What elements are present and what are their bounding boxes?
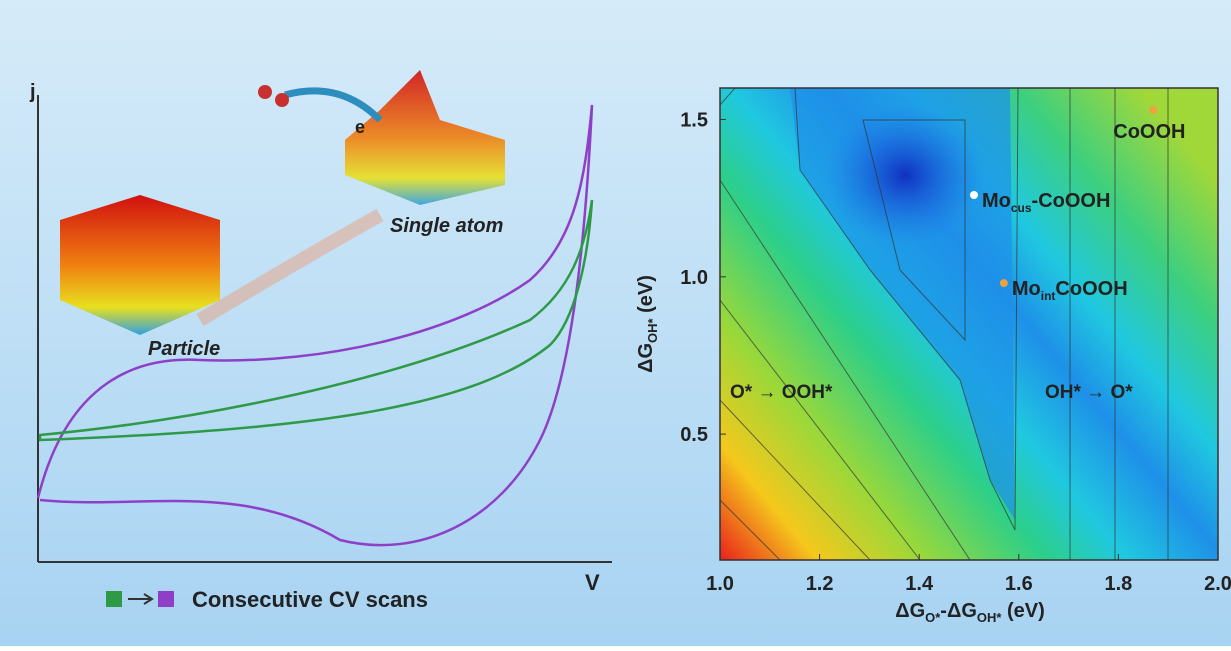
arrow — [284, 87, 383, 123]
x-tick-label: 1.2 — [806, 573, 834, 595]
x-tick-label: 1.8 — [1104, 573, 1132, 595]
legend-swatch — [158, 591, 174, 607]
label-main: CoOOH — [1113, 121, 1185, 143]
single-atom-label: Single atom — [390, 215, 503, 237]
legend-label: Consecutive CV scans — [192, 587, 428, 612]
contour-core — [825, 105, 985, 245]
x-tick-label: 1.0 — [706, 573, 734, 595]
atom — [258, 85, 272, 99]
particle-label: Particle — [148, 338, 220, 360]
y-tick-label: 1.5 — [680, 109, 708, 131]
point — [1149, 106, 1158, 115]
point-label: MointCoOOH — [1012, 278, 1128, 303]
point — [999, 279, 1008, 288]
legend-swatch — [106, 591, 122, 607]
x-tick-label: 1.6 — [1005, 573, 1033, 595]
x-tick-label: 2.0 — [1204, 573, 1231, 595]
label-sub: int — [1041, 289, 1056, 303]
label-main: Mo — [1012, 278, 1041, 300]
label-sub: cus — [1011, 201, 1032, 215]
y-label: j — [29, 81, 36, 103]
cv-schematic: j V e Single atom Particle Consecutive C… — [29, 70, 612, 612]
point — [969, 190, 978, 199]
region-label: OH* → O* — [1045, 382, 1133, 403]
region-label: O* → OOH* — [730, 382, 833, 403]
point-label: CoOOH — [1113, 121, 1185, 143]
x-label: V — [585, 570, 600, 595]
cv-curve — [38, 199, 594, 442]
legend-arrow — [128, 593, 154, 605]
y-tick-label: 0.5 — [680, 424, 708, 446]
point-label: Mocus-CoOOH — [982, 190, 1110, 215]
electron-label: e — [355, 117, 365, 137]
label-main: Mo — [982, 190, 1011, 212]
contour-map — [720, 88, 1218, 560]
label-rest: CoOOH — [1055, 278, 1127, 300]
x-tick-label: 1.4 — [905, 573, 934, 595]
cv-curve — [36, 104, 594, 547]
label-rest: -CoOOH — [1032, 190, 1111, 212]
atom — [275, 93, 289, 107]
plot-frame — [719, 87, 1219, 561]
single-atom-surface — [345, 70, 505, 205]
y-axis-label: ΔGOH* (eV) — [635, 275, 660, 373]
y-tick-label: 1.0 — [680, 267, 708, 289]
beam — [196, 208, 384, 327]
particle-surface — [60, 195, 220, 335]
x-axis-label: ΔGO*-ΔGOH* (eV) — [895, 600, 1045, 625]
